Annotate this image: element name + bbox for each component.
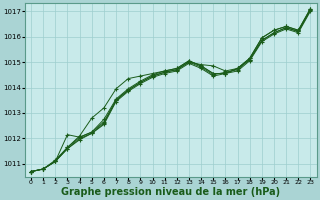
- X-axis label: Graphe pression niveau de la mer (hPa): Graphe pression niveau de la mer (hPa): [61, 187, 280, 197]
